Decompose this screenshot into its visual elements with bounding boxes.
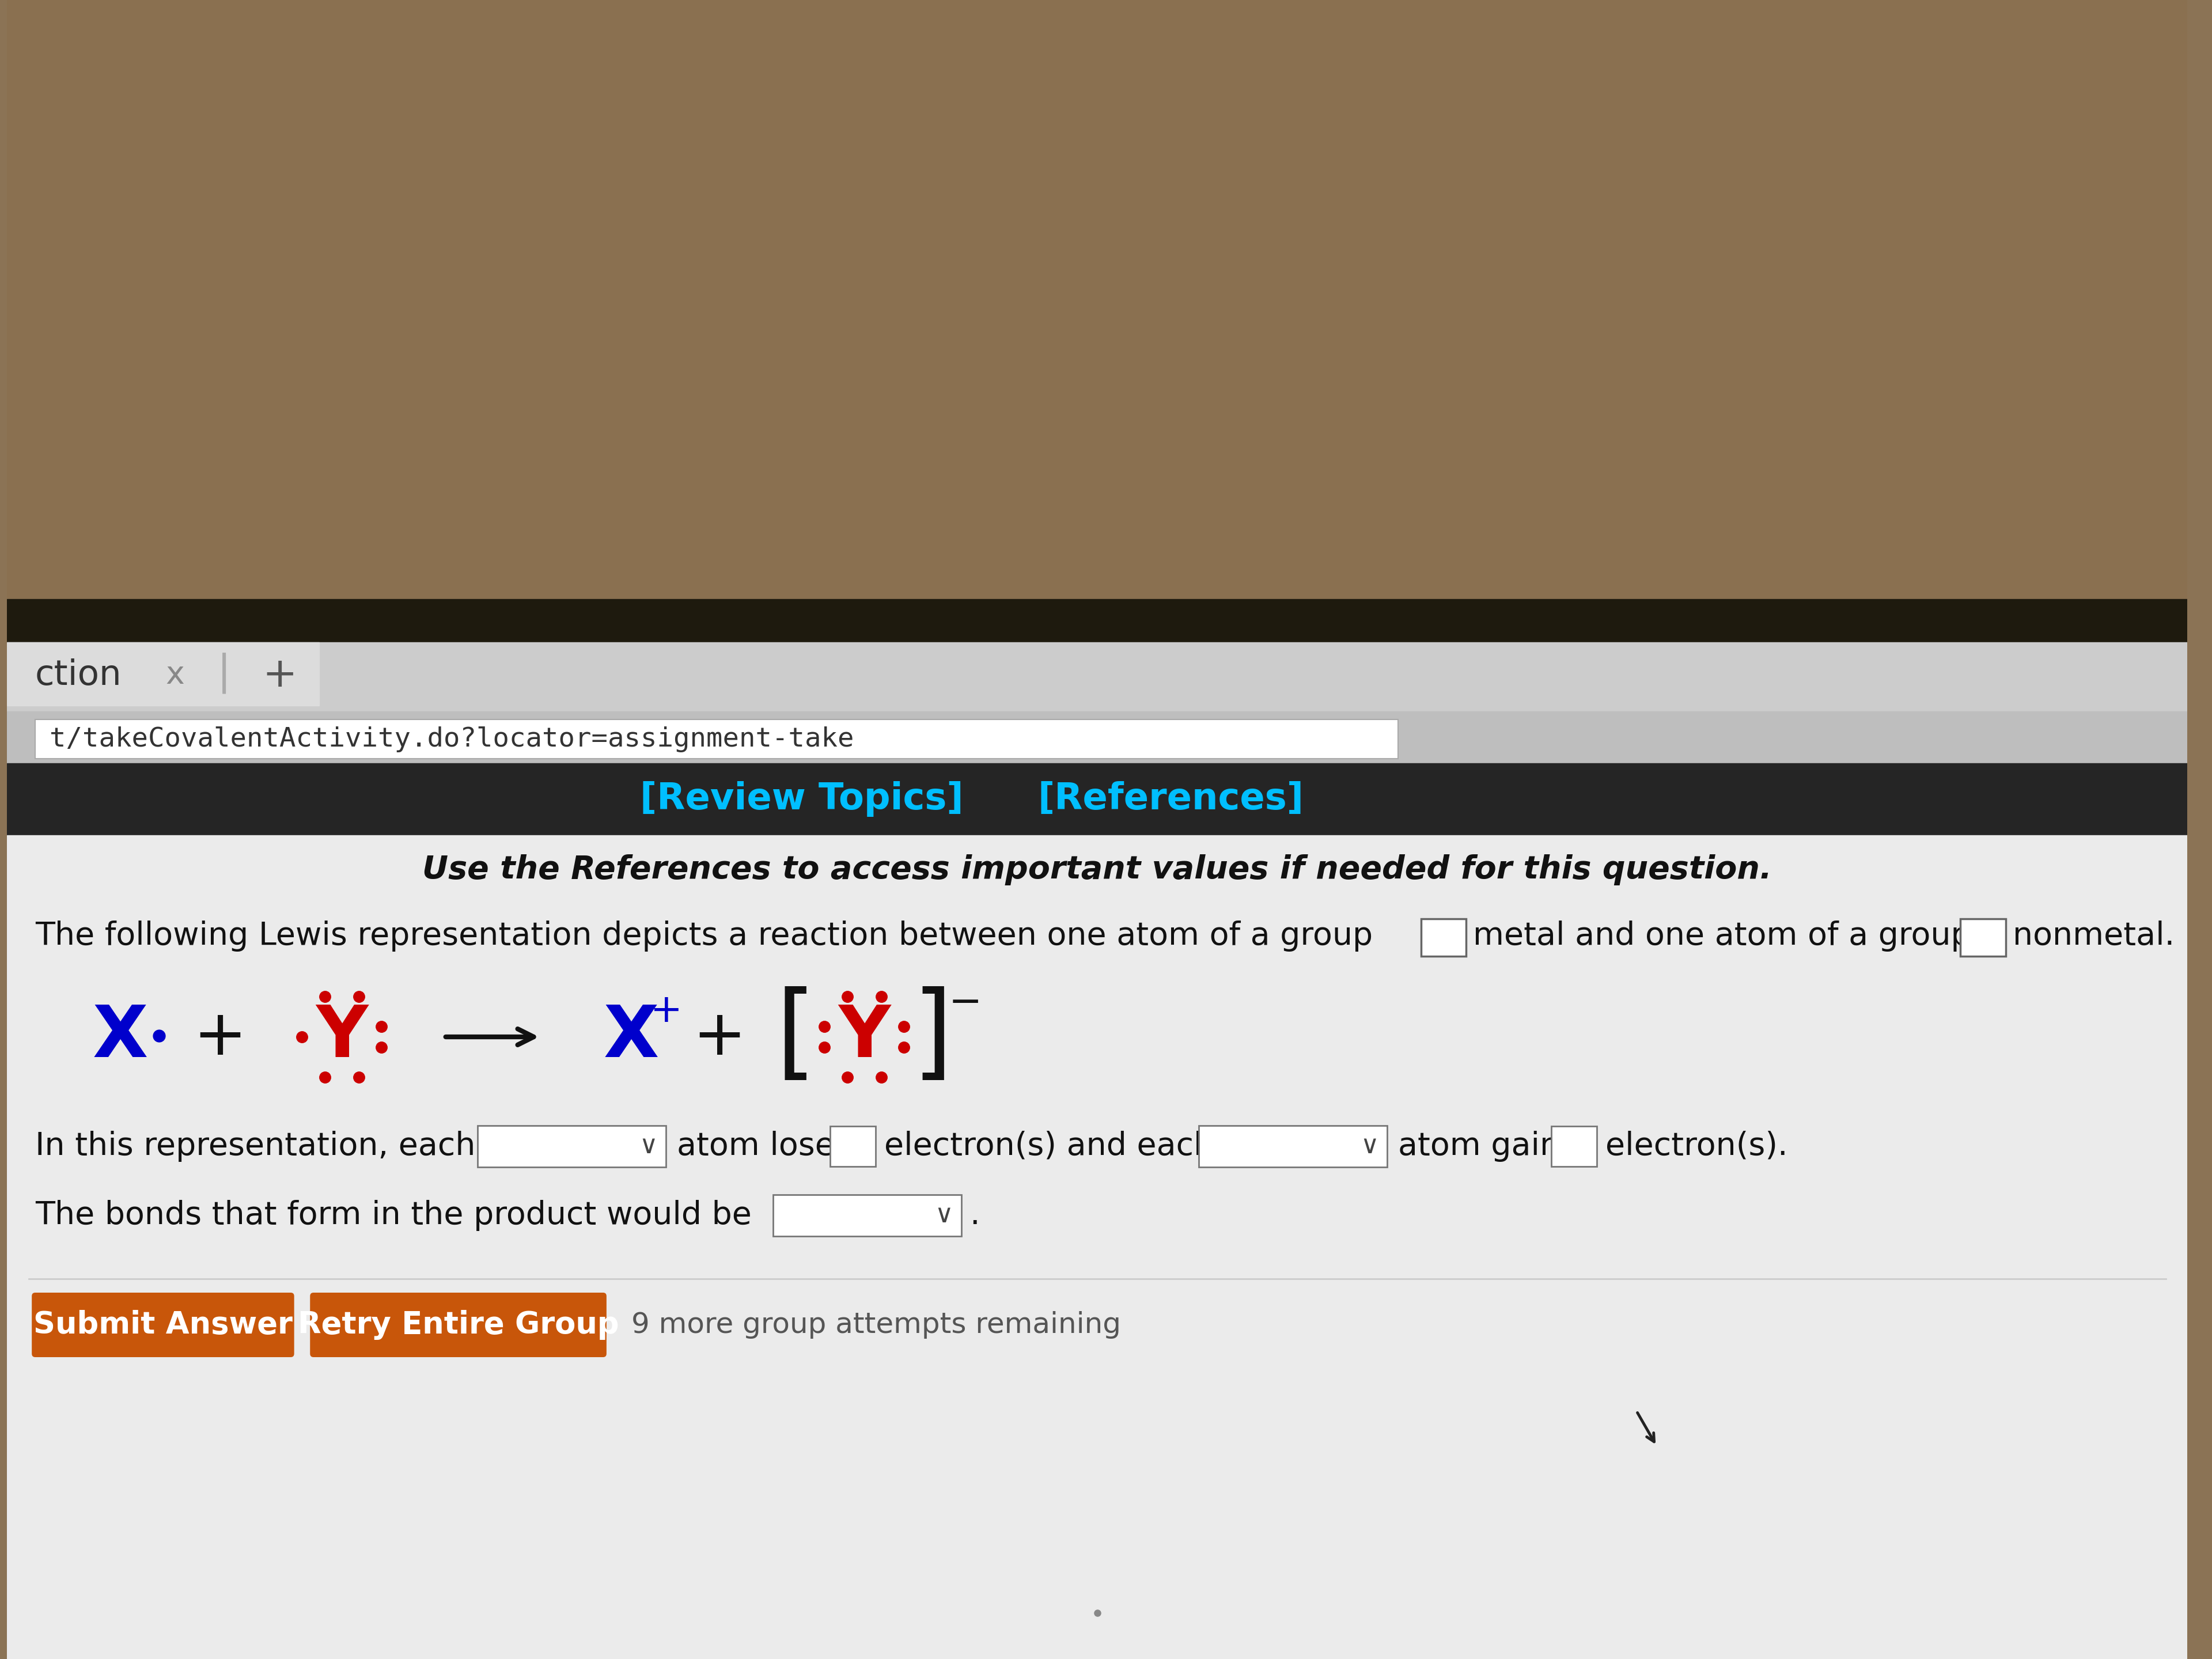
Bar [7,0,2188,611]
Text: ∨: ∨ [933,1203,953,1228]
Text: Y: Y [838,1002,891,1072]
Text: [: [ [776,985,816,1088]
Text: 9 more group attempts remaining: 9 more group attempts remaining [630,1311,1121,1339]
Text: Submit Answer: Submit Answer [33,1311,292,1340]
FancyBboxPatch shape [1199,1125,1387,1166]
Text: ction: ction [35,659,122,692]
Bar [7,712,2188,763]
Text: −: − [949,984,982,1022]
Text: ∨: ∨ [639,1135,657,1158]
Bar [1551,1126,1597,1166]
Text: electron(s).: electron(s). [1606,1131,1787,1161]
Text: |: | [217,652,230,693]
Bar [35,720,1398,758]
Text: nonmetal.: nonmetal. [2013,921,2174,952]
Text: +: + [650,992,684,1030]
FancyBboxPatch shape [310,1292,606,1357]
Text: +: + [192,1005,246,1068]
Text: [Review Topics]: [Review Topics] [639,781,964,816]
Text: .: . [969,1199,980,1231]
Bar [7,642,2188,712]
Text: In this representation, each: In this representation, each [35,1131,476,1161]
Text: x: x [166,660,186,690]
Text: The following Lewis representation depicts a reaction between one atom of a grou: The following Lewis representation depic… [35,921,1374,952]
Text: ]: ] [911,985,953,1088]
Bar [7,763,2188,834]
Bar [1960,919,2006,956]
Text: Y: Y [316,1002,367,1072]
Text: electron(s) and each: electron(s) and each [885,1131,1214,1161]
Text: +: + [263,655,296,695]
Bar [1420,919,1467,956]
Bar [7,599,2188,645]
Text: +: + [692,1005,745,1068]
Text: atom gains: atom gains [1398,1131,1577,1161]
Text: t/takeCovalentActivity.do?locator=assignment-take: t/takeCovalentActivity.do?locator=assign… [49,727,854,752]
FancyBboxPatch shape [31,1292,294,1357]
Text: Retry Entire Group: Retry Entire Group [299,1311,619,1340]
Text: X: X [93,1002,148,1072]
Text: X: X [604,1002,659,1072]
Text: metal and one atom of a group: metal and one atom of a group [1473,921,1971,952]
FancyBboxPatch shape [772,1194,962,1236]
Text: Use the References to access important values if needed for this question.: Use the References to access important v… [422,854,1772,886]
FancyBboxPatch shape [478,1125,666,1166]
Bar [7,834,2188,1659]
Text: atom loses: atom loses [677,1131,852,1161]
Text: [References]: [References] [1037,781,1305,816]
Bar [830,1126,876,1166]
Text: ∨: ∨ [1360,1135,1378,1158]
Text: The bonds that form in the product would be: The bonds that form in the product would… [35,1199,752,1231]
Bar [7,642,319,705]
